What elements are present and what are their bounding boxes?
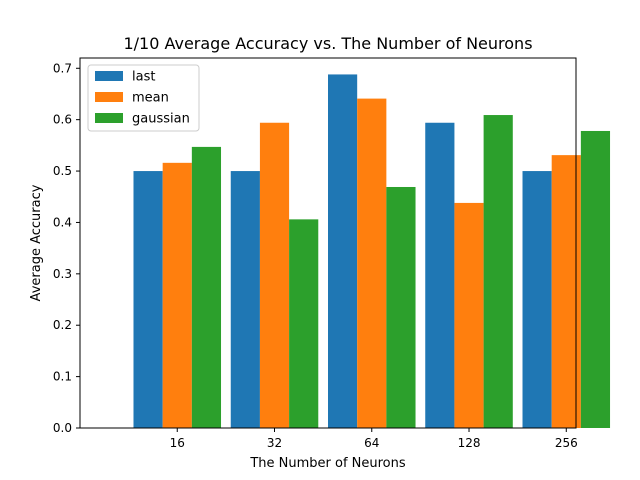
bar-last-128 (425, 122, 455, 428)
bar-gaussian-64 (386, 186, 416, 428)
x-tick-label: 256 (555, 436, 578, 450)
bar-mean-16 (162, 162, 192, 428)
x-tick-label: 128 (458, 436, 481, 450)
bar-gaussian-256 (580, 130, 611, 428)
y-tick-label: 0.5 (53, 164, 72, 178)
x-tick-label: 32 (267, 436, 282, 450)
y-tick-label: 0.4 (53, 215, 72, 229)
bar-mean-32 (259, 122, 290, 428)
y-tick-label: 0.6 (53, 113, 72, 127)
bars-group (133, 74, 611, 429)
x-axis-label: The Number of Neurons (249, 456, 406, 471)
legend-swatch-last (95, 71, 123, 81)
legend-swatch-mean (95, 92, 123, 102)
bar-mean-128 (454, 202, 484, 428)
bar-last-64 (328, 74, 358, 428)
y-axis-ticks: 0.0 0.1 0.2 0.3 0.4 0.5 0.6 0.7 (53, 61, 80, 435)
bar-gaussian-16 (191, 146, 222, 428)
x-tick-label: 16 (170, 436, 185, 450)
legend-swatch-gaussian (95, 113, 123, 123)
legend-label-gaussian: gaussian (132, 112, 190, 127)
bar-last-16 (133, 171, 163, 428)
y-tick-label: 0.1 (53, 370, 72, 384)
y-tick-label: 0.7 (53, 61, 72, 75)
chart-title: 1/10 Average Accuracy vs. The Number of … (123, 34, 532, 53)
bar-last-256 (522, 171, 552, 428)
x-axis-ticks: 16 32 64 128 256 (170, 428, 578, 450)
plot-frame (79, 57, 577, 429)
bar-mean-64 (357, 98, 387, 428)
y-tick-label: 0.3 (53, 267, 72, 281)
legend-label-mean: mean (132, 91, 169, 106)
bar-gaussian-32 (289, 219, 319, 428)
bar-gaussian-128 (483, 115, 513, 428)
legend: last mean gaussian (87, 64, 200, 132)
x-tick-label: 64 (364, 436, 379, 450)
y-tick-label: 0.2 (53, 318, 72, 332)
y-tick-label: 0.0 (53, 421, 72, 435)
bar-last-32 (230, 171, 260, 428)
legend-label-last: last (132, 70, 155, 85)
y-axis-label: Average Accuracy (29, 184, 44, 301)
